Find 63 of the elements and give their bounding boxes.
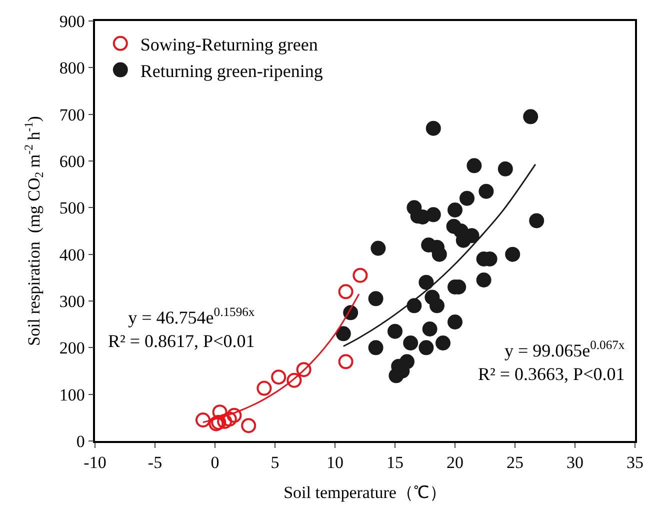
legend-label: Sowing-Returning green xyxy=(140,34,318,54)
point xyxy=(432,246,447,262)
point xyxy=(338,354,354,370)
y-tick-label: 500 xyxy=(59,198,85,218)
y-tick-label: 200 xyxy=(59,338,85,358)
point xyxy=(296,362,312,378)
point xyxy=(256,380,272,396)
y-tick-label: 300 xyxy=(59,292,85,311)
point xyxy=(217,414,232,429)
point xyxy=(286,372,302,388)
point xyxy=(271,370,286,385)
y-tick-label: 100 xyxy=(59,385,85,404)
point xyxy=(400,354,414,370)
point xyxy=(460,190,474,206)
x-tick-label: -5 xyxy=(148,453,162,472)
point xyxy=(478,184,494,199)
x-tick-label: 15 xyxy=(386,453,404,472)
point xyxy=(368,340,384,356)
point xyxy=(422,322,438,336)
annotation: y = 46.754e$^{0.1596x}$ R² = 0.8617, P<0.01 xyxy=(108,305,256,351)
y-tick-label: 0 xyxy=(76,432,85,451)
point xyxy=(426,120,441,136)
y-tick-label: 600 xyxy=(59,152,85,171)
x-tick-label: 25 xyxy=(506,453,524,472)
point xyxy=(338,284,354,300)
point xyxy=(226,408,242,423)
point xyxy=(426,207,441,222)
y-tick-label: 400 xyxy=(59,245,85,264)
x-tick-label: -10 xyxy=(84,453,106,472)
point xyxy=(436,336,450,350)
point xyxy=(388,324,402,339)
y-tick-label: 700 xyxy=(59,105,85,124)
point xyxy=(406,298,422,314)
point xyxy=(241,418,256,434)
x-tick-label: 0 xyxy=(210,453,220,472)
x-tick-label: 10 xyxy=(326,453,344,472)
y-tick-label: 900 xyxy=(59,12,85,31)
point xyxy=(352,268,368,283)
x-axis-title: Soil temperature（℃） xyxy=(284,483,446,502)
point xyxy=(476,272,492,288)
point xyxy=(523,109,538,124)
point xyxy=(498,161,513,176)
y-tick-label: 800 xyxy=(59,58,85,78)
point xyxy=(212,404,228,420)
point xyxy=(403,336,418,350)
point xyxy=(448,202,462,218)
point xyxy=(368,291,384,306)
x-tick-label: 30 xyxy=(566,453,584,472)
point xyxy=(430,298,444,314)
point xyxy=(505,246,520,262)
point xyxy=(448,314,462,330)
point xyxy=(466,158,482,174)
point xyxy=(418,340,434,356)
x-tick-label: 35 xyxy=(626,453,644,472)
point xyxy=(418,274,434,290)
annotation: y = 99.065e$^{0.067x}$ R² = 0.3663, P<0.01 xyxy=(478,338,626,384)
point xyxy=(336,326,351,342)
legend-label: Returning green-ripening xyxy=(140,60,323,81)
point xyxy=(529,213,544,228)
point xyxy=(196,412,210,428)
x-tick-label: 20 xyxy=(446,453,464,472)
point xyxy=(370,240,386,256)
x-tick-label: 5 xyxy=(270,453,280,472)
